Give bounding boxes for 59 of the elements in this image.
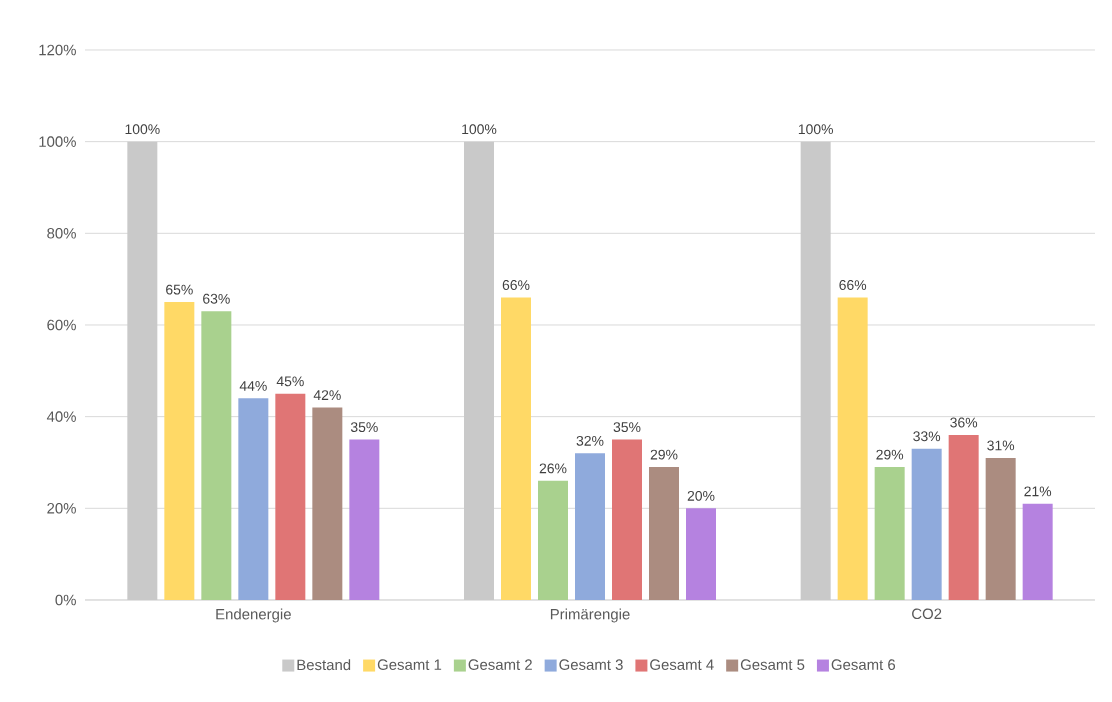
data-label: 42%	[313, 390, 341, 400]
legend-label: Gesamt 6	[831, 659, 896, 670]
data-label: 29%	[650, 449, 678, 460]
y-tick-label: 20%	[47, 503, 76, 514]
legend-label: Gesamt 4	[650, 659, 714, 670]
data-label: 32%	[576, 435, 604, 446]
bar	[575, 453, 605, 600]
bar	[612, 439, 642, 600]
bar	[800, 141, 831, 600]
bar	[201, 311, 232, 600]
x-tick-label: Endenergie	[216, 608, 291, 623]
y-tick-label: 100%	[39, 136, 76, 147]
bar	[837, 297, 868, 600]
x-tick-label: CO2	[912, 608, 942, 620]
x-tick-label: Primärengie	[550, 608, 630, 623]
legend-label: Gesamt 3	[559, 659, 623, 670]
data-label: 100%	[798, 124, 833, 135]
bar	[501, 297, 531, 600]
y-tick-label: 0%	[55, 594, 76, 606]
bar	[275, 393, 306, 600]
y-tick-label: 80%	[47, 228, 76, 239]
data-label: 45%	[276, 376, 304, 387]
bar	[464, 141, 494, 600]
data-label: 63%	[203, 293, 230, 304]
bar	[948, 434, 979, 600]
bar	[874, 467, 905, 600]
bar	[238, 398, 269, 600]
bar	[127, 141, 158, 600]
y-tick-label: 120%	[39, 44, 76, 56]
data-label: 29%	[876, 449, 904, 460]
bar	[164, 302, 195, 600]
bar	[686, 508, 716, 600]
bar	[649, 467, 679, 600]
data-label: 33%	[913, 431, 941, 442]
data-label: 35%	[613, 422, 641, 433]
data-label: 100%	[462, 124, 497, 135]
legend-label: Gesamt 2	[468, 659, 532, 670]
bar	[538, 480, 568, 600]
y-tick-label: 60%	[47, 319, 76, 331]
data-label: 65%	[166, 284, 193, 295]
data-label: 66%	[502, 280, 530, 290]
data-label: 20%	[687, 490, 715, 501]
legend-label: Gesamt 5	[740, 659, 805, 670]
bar	[1022, 503, 1053, 600]
data-label: 66%	[839, 280, 867, 290]
data-label: 31%	[987, 440, 1015, 451]
bar	[985, 457, 1016, 600]
data-label: 44%	[239, 381, 267, 391]
legend-label: Bestand	[297, 659, 351, 671]
data-label: 36%	[950, 417, 978, 428]
bar	[312, 407, 343, 600]
legend-label: Gesamt 1	[377, 659, 442, 670]
data-label: 35%	[350, 422, 378, 433]
data-label: 21%	[1024, 486, 1052, 497]
data-label: 100%	[125, 124, 160, 135]
data-label: 26%	[539, 463, 567, 474]
bar	[349, 439, 380, 600]
y-tick-label: 40%	[46, 411, 76, 422]
bar	[911, 448, 942, 600]
